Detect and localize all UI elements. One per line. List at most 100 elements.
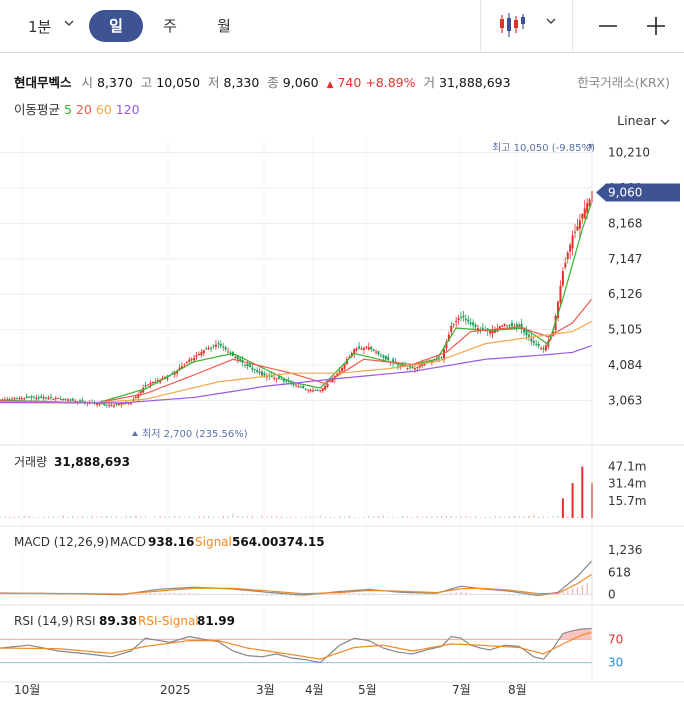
- candle-body: [474, 324, 477, 327]
- volume-bar: [523, 516, 525, 518]
- scale-mode-select[interactable]: Linear: [617, 113, 670, 128]
- candle-body: [464, 318, 467, 321]
- volume-bar: [324, 516, 326, 518]
- macd-histogram-bar: [81, 594, 84, 595]
- volume-bar: [528, 516, 530, 518]
- macd-histogram-bar: [407, 594, 409, 596]
- volume-bar: [339, 515, 341, 518]
- tab-monthly[interactable]: 월: [217, 17, 231, 35]
- candle-body: [491, 329, 494, 334]
- close-label: 종: [267, 75, 279, 90]
- candle-body: [535, 343, 538, 345]
- volume-bar: [198, 516, 200, 518]
- candle-body: [370, 347, 373, 350]
- macd-histogram-bar: [72, 594, 74, 595]
- candle-body: [244, 364, 247, 366]
- candle-body: [450, 325, 453, 332]
- volume-bar: [208, 515, 210, 518]
- candle-body: [161, 377, 164, 379]
- macd-histogram-bar: [159, 592, 161, 595]
- macd-histogram-bar: [436, 594, 438, 596]
- candle-body: [47, 397, 50, 400]
- macd-histogram-bar: [227, 594, 229, 595]
- macd-histogram-bar: [518, 594, 520, 596]
- chevron-down-icon[interactable]: [546, 16, 556, 26]
- volume-bar: [494, 516, 496, 518]
- candle-body: [37, 397, 40, 399]
- candle-body: [248, 364, 251, 368]
- candle-body: [532, 340, 535, 344]
- ma-legend: 이동평균 5 20 60 120: [14, 99, 140, 118]
- macd-histogram-bar: [251, 594, 253, 596]
- candle-body: [217, 343, 220, 345]
- candle-body: [571, 235, 574, 249]
- macd-histogram-bar: [77, 594, 79, 595]
- candle-body: [115, 403, 118, 405]
- candle-body: [200, 351, 203, 356]
- chevron-down-icon[interactable]: [64, 18, 74, 28]
- candle-body: [527, 334, 530, 338]
- tab-daily[interactable]: 일: [89, 10, 143, 42]
- zoom-in-icon[interactable]: [644, 14, 668, 38]
- volume-bar: [251, 515, 253, 518]
- candle-body: [299, 386, 302, 388]
- interval-select[interactable]: 1분: [28, 18, 52, 36]
- candle-body: [341, 367, 344, 372]
- candle-body: [195, 355, 198, 358]
- candle-body: [355, 348, 358, 351]
- candlestick-type-icon[interactable]: [498, 11, 526, 39]
- ma-legend-title: 이동평균: [14, 102, 61, 117]
- volume-bar: [353, 517, 355, 518]
- tab-weekly[interactable]: 주: [163, 17, 177, 35]
- volume-bar: [363, 516, 365, 518]
- macd-histogram-bar: [547, 594, 549, 595]
- volume-bar: [96, 516, 98, 518]
- macd-histogram-bar: [334, 593, 336, 595]
- volume-bar: [567, 516, 569, 518]
- candle-body: [137, 394, 140, 398]
- candle-body: [409, 366, 412, 368]
- signal-legend-value: 564.00374.15: [232, 535, 325, 549]
- macd-histogram-bar: [212, 594, 215, 595]
- macd-histogram-bar: [222, 594, 224, 595]
- candle-body: [11, 398, 14, 400]
- macd-axis-tick: 1,236: [608, 543, 642, 557]
- volume-bar: [120, 516, 122, 518]
- volume-bar: [533, 514, 535, 518]
- candle-body: [258, 371, 261, 374]
- macd-histogram-bar: [208, 594, 210, 595]
- candle-body: [256, 370, 259, 372]
- volume-bar: [0, 516, 1, 518]
- candle-body: [278, 376, 281, 379]
- volume-bar: [203, 515, 205, 518]
- macd-histogram-bar: [431, 594, 433, 596]
- volume-bar: [261, 515, 263, 518]
- macd-histogram-bar: [348, 593, 350, 595]
- candle-body: [302, 386, 305, 389]
- volume-bar: [111, 516, 113, 518]
- candle-body: [542, 347, 545, 350]
- volume-bar: [557, 515, 559, 518]
- ma-legend-60: 60: [95, 102, 112, 117]
- volume-bar: [513, 515, 515, 518]
- candle-body: [530, 338, 533, 342]
- macd-histogram-bar: [237, 594, 239, 596]
- time-axis-tick: 5월: [358, 683, 377, 697]
- candle-body: [69, 399, 72, 401]
- volume-bar: [135, 515, 137, 518]
- time-axis-tick: 2025: [160, 683, 191, 697]
- macd-histogram-bar: [256, 594, 258, 596]
- candle-body: [66, 399, 69, 401]
- rsi-title: RSI (14,9): [14, 614, 73, 628]
- candle-body: [151, 381, 154, 384]
- candle-body: [207, 348, 210, 350]
- candle-body: [214, 344, 217, 347]
- volume-bar: [188, 516, 190, 518]
- candle-body: [392, 359, 395, 364]
- candle-body: [576, 226, 579, 231]
- macd-histogram-bar: [494, 594, 496, 596]
- zoom-out-icon[interactable]: [596, 14, 620, 38]
- volume-bar: [256, 517, 258, 518]
- volume-bar: [9, 516, 11, 518]
